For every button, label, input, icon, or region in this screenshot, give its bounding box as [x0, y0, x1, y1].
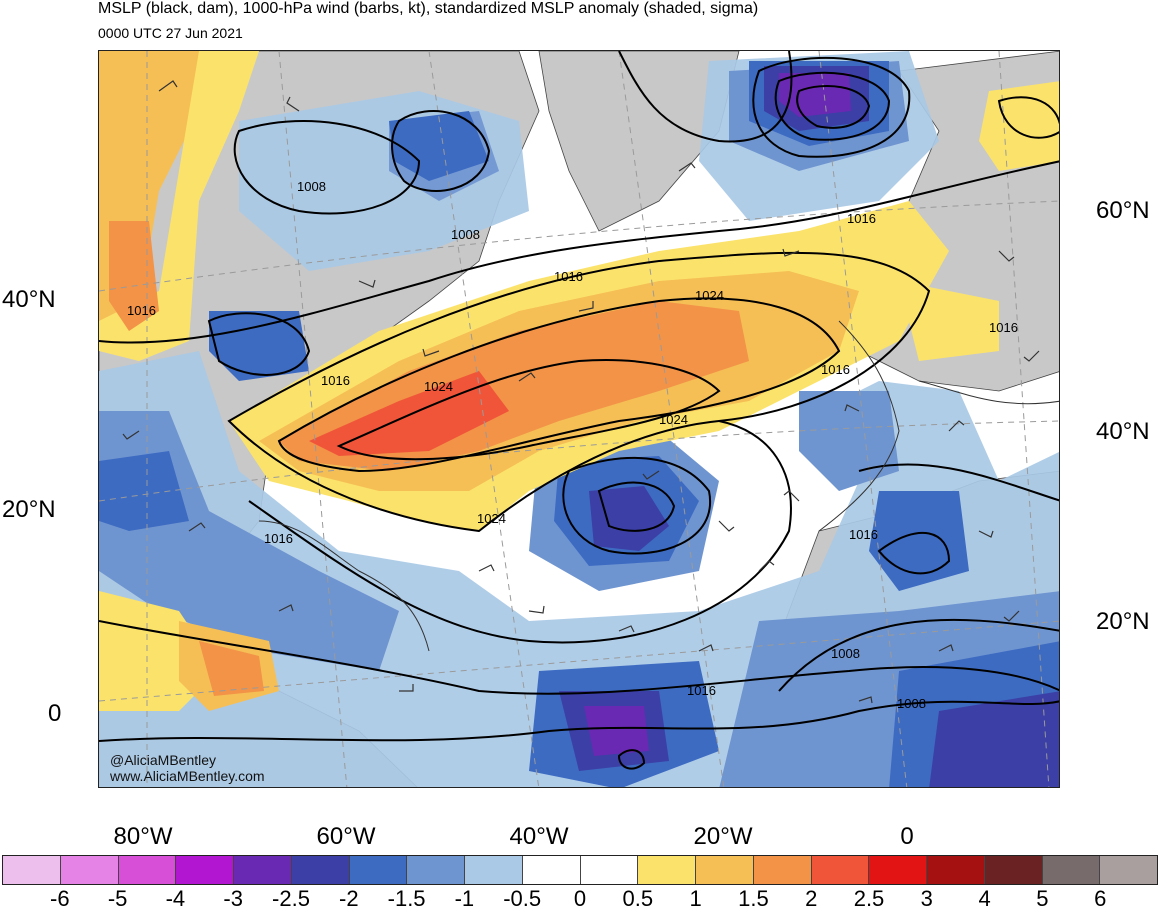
lat-label-left: 0: [48, 700, 62, 727]
colorbar-swatch: [638, 856, 696, 884]
colorbar-tick-label: 2.5: [853, 886, 885, 911]
colorbar-swatch: [60, 856, 119, 884]
colorbar-swatch: [811, 856, 870, 884]
lat-label-right: 40°N: [1096, 418, 1150, 445]
isobar-label: 1016: [989, 320, 1018, 335]
colorbar-tick-label: -5: [107, 886, 128, 911]
isobar-label: 1008: [897, 696, 926, 711]
colorbar-tick-label: -2.5: [272, 886, 310, 911]
isobar-label: 1024: [424, 379, 453, 394]
weather-map: 1008 1008 1016 1016 1024 1016 1024 1016 …: [98, 50, 1060, 788]
isobar-label: 1016: [321, 373, 350, 388]
lon-label: 40°W: [509, 823, 569, 850]
isobar-label: 1024: [659, 412, 688, 427]
lon-label: 80°W: [113, 823, 173, 850]
colorbar-tick-label: 3: [920, 886, 933, 911]
colorbar-swatch: [407, 856, 465, 884]
colorbar-tick-label: 6: [1094, 886, 1107, 911]
colorbar-swatch: [3, 856, 61, 884]
colorbar-swatch: [1042, 856, 1101, 884]
colorbar-tick-label: 4: [978, 886, 991, 911]
isobar-contours: [99, 51, 1059, 770]
colorbar-tick-label: -4: [165, 886, 186, 911]
anomaly-shading: [99, 51, 1059, 787]
lon-label: 60°W: [316, 823, 376, 850]
map-canvas: [99, 51, 1059, 787]
isobar-label: 1008: [451, 227, 480, 242]
colorbar-swatch: [753, 856, 812, 884]
colorbar-tick-label: -6: [50, 886, 70, 911]
colorbar-swatch: [118, 856, 177, 884]
graticule: [99, 51, 1059, 787]
lat-label-left: 40°N: [2, 286, 56, 313]
isobar-label: 1008: [831, 646, 860, 661]
colorbar-tick-label: 1.5: [738, 886, 769, 911]
colorbar-swatch: [465, 856, 523, 884]
colorbar-tick-label: -2: [339, 886, 359, 911]
anomaly-colorbar: [2, 855, 1158, 885]
colorbar-tick-label: 1: [689, 886, 702, 911]
colorbar-tick-label: -3: [223, 886, 243, 911]
colorbar-tick-label: 5: [1036, 886, 1049, 911]
colorbar-swatch: [349, 856, 408, 884]
isobar-label: 1016: [849, 527, 878, 542]
credit-handle: @AliciaMBentley: [110, 752, 217, 768]
colorbar-tick-label: 2: [805, 886, 818, 911]
isobar-label: 1016: [554, 269, 583, 284]
colorbar-tick-label: 0.5: [622, 886, 654, 911]
colorbar-swatch: [234, 856, 292, 884]
isobar-label: 1016: [847, 211, 876, 226]
colorbar-swatch: [984, 856, 1043, 884]
lat-label-right: 60°N: [1096, 197, 1150, 224]
isobar-label: 1024: [477, 511, 506, 526]
isobar-label: 1008: [297, 179, 326, 194]
colorbar-swatch: [291, 856, 350, 884]
lon-label: 0: [900, 823, 914, 850]
colorbar-swatch: [869, 856, 927, 884]
coastlines: [258, 320, 1059, 652]
colorbar-swatch: [176, 856, 234, 884]
colorbar-swatch: [696, 856, 754, 884]
colorbar-tick-label: -0.5: [503, 886, 542, 911]
isobar-label: 1016: [821, 362, 850, 377]
isobar-label: 1024: [695, 288, 724, 303]
credit-website: www.AliciaMBentley.com: [110, 768, 265, 784]
colorbar-swatch: [927, 856, 985, 884]
colorbar-swatch: [522, 856, 581, 884]
lon-label: 20°W: [693, 823, 753, 850]
lat-label-right: 20°N: [1096, 608, 1150, 635]
colorbar-tick-label: -1: [454, 886, 475, 911]
isobar-label: 1016: [687, 683, 716, 698]
wind-barbs: [122, 80, 1040, 704]
isobar-label: 1016: [264, 531, 293, 546]
colorbar-swatch: [580, 856, 639, 884]
colorbar-swatch: [1100, 856, 1157, 884]
map-title: MSLP (black, dam), 1000-hPa wind (barbs,…: [98, 0, 759, 17]
isobar-label: 1016: [127, 303, 156, 318]
colorbar-tick-label: -1.5: [387, 886, 426, 911]
lat-label-left: 20°N: [2, 496, 56, 523]
map-valid-time: 0000 UTC 27 Jun 2021: [98, 25, 243, 41]
colorbar-tick-label: 0: [573, 886, 587, 911]
